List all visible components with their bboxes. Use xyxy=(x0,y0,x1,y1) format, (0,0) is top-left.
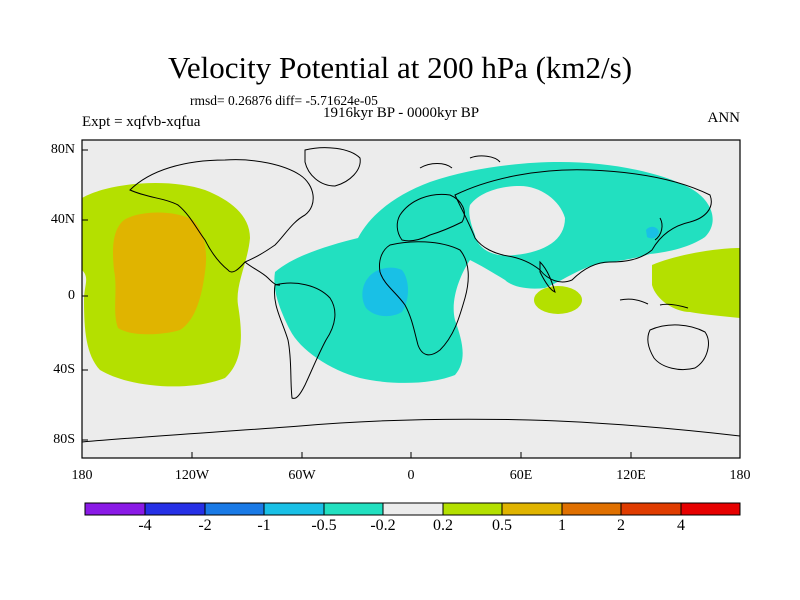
colorbar-label: 0.5 xyxy=(492,517,512,534)
colorbar-label: 4 xyxy=(677,517,685,534)
lat-tick-label: 40N xyxy=(50,212,75,227)
contour-indian-positive xyxy=(534,286,582,314)
colorbar-box-6 xyxy=(382,502,444,516)
colorbar-box-1 xyxy=(84,502,146,516)
colorbar-label: 2 xyxy=(617,517,625,534)
colorbar-box-3 xyxy=(204,502,265,516)
lat-tick-label: 80S xyxy=(53,432,75,447)
lon-tick-label: 180 xyxy=(729,468,751,483)
colorbar-label: 1 xyxy=(558,517,566,534)
experiment-label: Expt = xqfvb-xqfua xyxy=(82,114,201,130)
axis-ticks xyxy=(81,149,741,458)
lat-tick-label: 80N xyxy=(50,142,75,157)
season-label: ANN xyxy=(707,110,741,126)
colorbar-box-2 xyxy=(144,502,206,516)
contour-atlantic-negative xyxy=(274,162,713,383)
lon-tick-label: 180 xyxy=(71,468,93,483)
lon-tick-label: 0 xyxy=(407,468,415,483)
colorbar-box-10 xyxy=(620,502,682,516)
colorbar-label: -2 xyxy=(198,517,212,534)
lon-tick-label: 120W xyxy=(174,468,210,483)
colorbar-label: -0.2 xyxy=(370,517,396,534)
contour-wpacific-positive xyxy=(652,248,740,318)
colorbar-box-11 xyxy=(680,502,741,516)
period-text: 1916kyr BP - 0000kyr BP xyxy=(323,105,480,121)
colorbar-label: -1 xyxy=(257,517,271,534)
lon-tick-label: 60E xyxy=(509,468,533,483)
lat-tick-label: 0 xyxy=(68,288,75,303)
colorbar-box-4 xyxy=(263,502,325,516)
lon-tick-label: 60W xyxy=(288,468,316,483)
colorbar-label: -0.5 xyxy=(311,517,337,534)
coastlines xyxy=(82,147,740,443)
lat-tick-label: 40S xyxy=(53,362,75,377)
colorbar-label: -4 xyxy=(138,517,152,534)
lon-tick-label: 120E xyxy=(616,468,646,483)
stats-text: rmsd= 0.26876 diff= -5.71624e-05 xyxy=(190,93,378,108)
colorbar-box-7 xyxy=(442,502,503,516)
contour-pacific-core xyxy=(113,212,207,335)
colorbar-box-9 xyxy=(561,502,622,516)
plot-title: Velocity Potential at 200 hPa (km2/s) xyxy=(167,50,633,85)
contour-asia-gap xyxy=(469,186,565,256)
colorbar-box-8 xyxy=(501,502,563,516)
colorbar-box-5 xyxy=(323,502,384,516)
colorbar xyxy=(84,502,741,516)
contour-africa-core xyxy=(362,267,408,317)
colorbar-label: 0.2 xyxy=(433,517,453,534)
contour-japan-core xyxy=(646,226,659,239)
